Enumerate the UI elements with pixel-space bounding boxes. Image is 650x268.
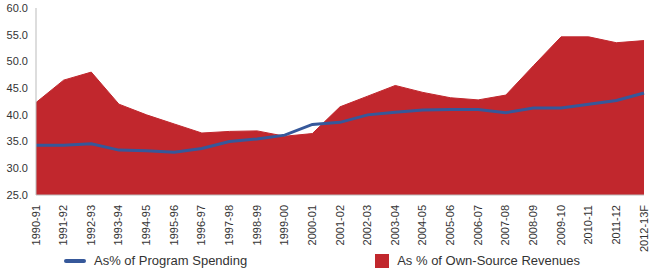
svg-text:40.0: 40.0 (8, 109, 28, 121)
svg-text:2010-11: 2010-11 (582, 205, 594, 245)
svg-text:2002-03: 2002-03 (361, 205, 373, 245)
svg-text:1997-98: 1997-98 (223, 205, 235, 245)
svg-text:50.0: 50.0 (8, 55, 28, 67)
html-text:As % of Own-Source Revenues: As % of Own-Source Revenues (397, 253, 580, 268)
svg-text:25.0: 25.0 (8, 189, 28, 201)
svg-text:2011-12: 2011-12 (610, 205, 622, 245)
svg-text:2001-02: 2001-02 (334, 205, 346, 245)
svg-text:1992-93: 1992-93 (85, 205, 97, 245)
svg-text:2006-07: 2006-07 (472, 205, 484, 245)
svg-text:1990-91: 1990-91 (30, 205, 42, 245)
svg-text:1994-95: 1994-95 (140, 205, 152, 245)
svg-text:1991-92: 1991-92 (57, 205, 69, 245)
svg-text:1998-99: 1998-99 (251, 205, 263, 245)
svg-text:1993-94: 1993-94 (112, 205, 124, 245)
svg-text:2012-13F: 2012-13F (638, 205, 642, 252)
svg-text:1995-96: 1995-96 (168, 205, 180, 245)
svg-text:2007-08: 2007-08 (499, 205, 511, 245)
svg-text:2004-05: 2004-05 (416, 205, 428, 245)
svg-text:2008-09: 2008-09 (527, 205, 539, 245)
svg-text:1999-00: 1999-00 (278, 205, 290, 245)
svg-text:1996-97: 1996-97 (195, 205, 207, 245)
svg-text:2003-04: 2003-04 (389, 205, 401, 245)
svg-text:2000-01: 2000-01 (306, 205, 318, 245)
html-text:As% of Program Spending: As% of Program Spending (94, 253, 248, 268)
svg-text:30.0: 30.0 (8, 162, 28, 174)
svg-text:55.0: 55.0 (8, 29, 28, 41)
svg-text:45.0: 45.0 (8, 82, 28, 94)
svg-text:2009-10: 2009-10 (555, 205, 567, 245)
svg-text:2005-06: 2005-06 (444, 205, 456, 245)
svg-text:60.0: 60.0 (8, 2, 28, 14)
svg-text:35.0: 35.0 (8, 135, 28, 147)
